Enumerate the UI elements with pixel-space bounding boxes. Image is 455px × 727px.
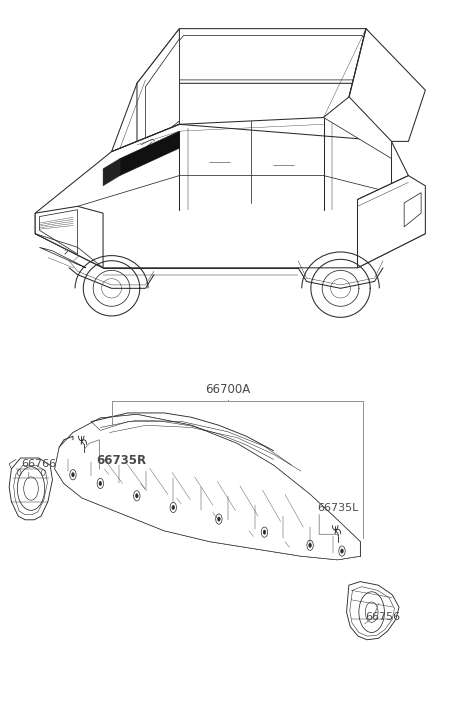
Circle shape [172,505,174,510]
Text: 66735L: 66735L [316,502,358,513]
Circle shape [217,517,220,521]
Polygon shape [9,458,52,520]
Polygon shape [403,193,420,227]
Circle shape [308,543,311,547]
Polygon shape [40,209,77,254]
Circle shape [71,473,74,477]
Polygon shape [145,39,179,148]
Polygon shape [136,28,179,152]
Text: 66700A: 66700A [205,383,250,396]
Circle shape [263,530,265,534]
Polygon shape [357,176,425,268]
Polygon shape [136,28,408,84]
Polygon shape [353,36,399,134]
Polygon shape [40,247,86,268]
Polygon shape [55,414,359,560]
Polygon shape [35,124,425,268]
Text: 66766: 66766 [21,459,56,469]
Circle shape [99,481,101,486]
Polygon shape [346,582,398,640]
Polygon shape [35,206,103,268]
Text: 66756: 66756 [364,611,399,622]
Polygon shape [35,124,179,268]
Polygon shape [323,97,390,158]
Polygon shape [120,131,179,176]
Polygon shape [145,36,399,80]
Text: 66735R: 66735R [96,454,146,467]
Circle shape [340,549,343,553]
Polygon shape [348,28,408,142]
Circle shape [135,494,138,498]
Polygon shape [348,28,425,142]
Polygon shape [103,158,120,186]
